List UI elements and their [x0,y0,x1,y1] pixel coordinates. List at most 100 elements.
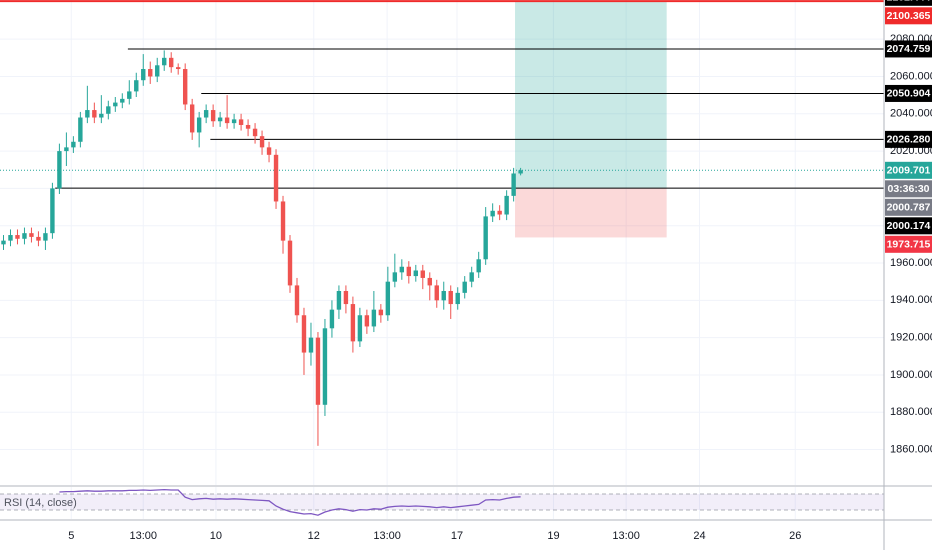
y-tick-label: 2060.000 [890,70,932,82]
candle-body [189,104,195,133]
candle-body [343,291,349,305]
candle-body [148,69,153,77]
candle-body [57,151,62,189]
price-label-bg [885,217,932,235]
rsi-title: RSI (14, close) [4,497,77,509]
price-label-bg [885,0,932,6]
candle-body [266,147,272,155]
candle-body [203,110,209,118]
candle-body [427,277,432,286]
price-label-bg [885,161,932,179]
candle-body [490,210,495,217]
y-tick-label: 1880.000 [890,406,932,418]
candle-body [245,124,251,129]
price-label: 1973.715 [887,239,931,251]
candle-body [141,69,146,81]
grid-layer [0,0,884,519]
candle-body [280,201,286,241]
y-tick-label: 1900.000 [890,369,932,381]
x-tick-label: 5 [68,530,74,542]
countdown-label: 03:36:30 [887,183,929,195]
candle-body [175,67,181,70]
candle-body [29,233,34,237]
candle-body [50,188,55,234]
candle-body [364,315,370,327]
candle-body [378,309,384,316]
candle-body [1,240,6,245]
candle-body [120,98,125,103]
price-label-bg [885,235,932,253]
candle-body [294,285,300,316]
x-tick-label: 13:00 [373,530,401,542]
rsi-band [0,494,884,510]
candle-body [224,117,230,124]
candle-body [113,102,118,107]
price-label: 2000.787 [887,202,931,214]
candle-body [322,328,328,405]
price-label: 2050.904 [887,88,931,100]
axis-layer: 1860.000 1880.000 1900.000 1920.000 1940.000… [68,33,932,542]
candle-body [483,216,488,260]
x-tick-label: 13:00 [612,530,640,542]
candle-body [392,272,398,282]
x-tick-label: 10 [210,530,222,542]
price-label: 2102.444 [887,0,931,4]
candle-body [371,309,377,327]
candle-body [99,113,104,118]
candle-body [329,309,335,329]
candle-body [155,65,160,77]
x-tick-label: 13:00 [129,530,157,542]
candle-body [469,272,474,282]
price-label: 2009.701 [887,165,931,177]
candle-body [231,119,237,124]
candle-body [210,110,216,122]
x-tick-label: 24 [693,530,705,542]
price-label: 2000.174 [887,220,931,232]
y-tick-label: 2020.000 [890,145,932,157]
candle-body [8,235,13,241]
candle-body [511,173,516,196]
take-profit-zone [515,1,667,189]
position-layer [515,1,667,238]
candle-body [315,337,321,405]
candle-body [259,136,265,148]
candle-body [169,57,174,68]
price-label-bg [885,7,932,25]
y-tick-label: 2040.000 [890,108,932,120]
candle-body [399,266,405,273]
candle-body [308,337,314,353]
y-tick-label: 1940.000 [890,294,932,306]
candle-body [497,210,502,215]
x-tick-label: 12 [308,530,320,542]
candle-body [357,315,363,342]
countdown-label-bg [885,180,932,198]
candle-body [350,304,356,342]
candle-body [441,291,446,301]
candle-body [217,117,223,122]
stop-loss-zone [515,188,667,238]
rsi-pane: RSI (14, close) [0,488,884,516]
candle-body [85,110,90,118]
candle-body [196,117,202,133]
candle-body [15,235,20,239]
x-tick-label: 17 [451,530,463,542]
x-tick-label: 19 [547,530,559,542]
candle-body [504,195,509,215]
price-label: 2026.280 [887,134,931,146]
candle-body [336,291,342,310]
price-label-bg [885,130,932,148]
candle-body [71,141,76,148]
candle-body [420,270,425,278]
candle-body [162,57,167,66]
candle-body [301,315,307,353]
candle-body [64,147,69,152]
candle-body [92,110,97,118]
candle-body [22,233,27,239]
candle-body [106,106,111,114]
candle-body [182,69,188,105]
candle-body [462,281,467,293]
